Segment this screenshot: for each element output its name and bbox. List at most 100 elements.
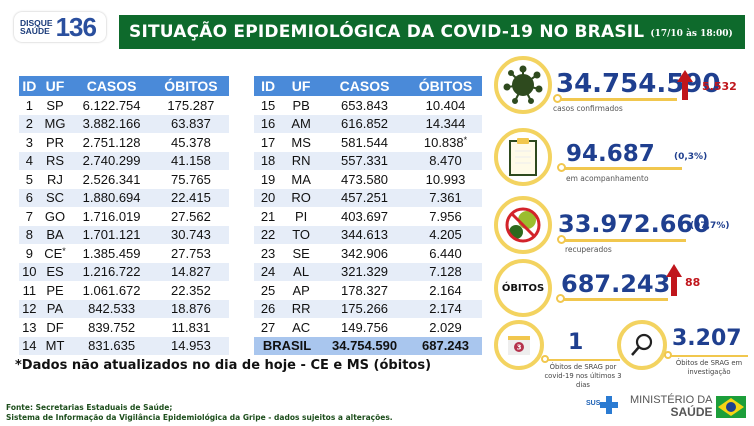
cell-uf-value: PI bbox=[294, 208, 308, 224]
cell-uf: PB bbox=[282, 96, 320, 115]
cell-casos-value: 557.331 bbox=[341, 153, 389, 169]
sus-text: SUS bbox=[586, 400, 601, 407]
line-dot bbox=[664, 351, 672, 359]
cell-uf: PE bbox=[40, 281, 71, 300]
cell-obitos: 63.837 bbox=[152, 114, 229, 133]
cell-id: 10 bbox=[19, 262, 40, 281]
cell-obitos: 10.838* bbox=[409, 133, 482, 152]
table-row: 24 AL 321.329 7.128 bbox=[254, 262, 482, 281]
cell-casos: 842.533 bbox=[70, 299, 153, 318]
deaths-value: 687.243 bbox=[561, 270, 671, 298]
cell-uf-value: RO bbox=[291, 190, 311, 206]
cell-uf-value: MA bbox=[291, 171, 311, 187]
line-dot bbox=[541, 355, 549, 363]
cell-uf-value: ES bbox=[46, 264, 64, 280]
ministry-line1: MINISTÉRIO DA bbox=[630, 394, 713, 406]
cell-uf: CE* bbox=[40, 244, 71, 263]
cell-obitos: 4.205 bbox=[409, 225, 482, 244]
table-row: 12 PA 842.533 18.876 bbox=[19, 299, 229, 318]
cell-casos: 557.331 bbox=[320, 151, 409, 170]
cell-obitos: 45.378 bbox=[153, 133, 229, 152]
cell-obitos-value: 175.287 bbox=[167, 97, 215, 113]
col-obitos: ÓBITOS bbox=[152, 76, 229, 96]
line-dot bbox=[557, 235, 566, 244]
cell-id-value: 5 bbox=[25, 171, 33, 187]
table-row: 25 AP 178.327 2.164 bbox=[254, 281, 482, 300]
cell-id-value: 27 bbox=[260, 319, 276, 335]
ministry-logo: MINISTÉRIO DA SAÚDE bbox=[630, 394, 713, 418]
cell-id: 6 bbox=[19, 188, 40, 207]
cell-id-value: 22 bbox=[260, 227, 276, 243]
col-id: ID bbox=[19, 76, 40, 96]
cell-id: 27 bbox=[254, 318, 282, 337]
cell-uf-value: RN bbox=[291, 153, 311, 169]
deaths-badge-circle: ÓBITOS bbox=[494, 259, 552, 317]
cell-casos: 2.740.299 bbox=[70, 151, 153, 170]
divider-line bbox=[557, 98, 677, 101]
cell-id-value: 14 bbox=[22, 338, 37, 354]
cell-uf: RN bbox=[282, 151, 321, 170]
divider-line bbox=[560, 298, 668, 301]
cell-casos: 457.251 bbox=[320, 188, 409, 207]
cell-obitos: 175.287 bbox=[153, 96, 229, 115]
cell-uf: SP bbox=[40, 96, 71, 115]
cell-casos: 178.327 bbox=[320, 281, 409, 300]
cell-uf-value: SP bbox=[46, 97, 64, 113]
cell-uf-value: SC bbox=[45, 190, 65, 206]
sus-logo: SUS bbox=[586, 400, 600, 407]
sus-cross-icon bbox=[600, 396, 618, 414]
table-row: 26 RR 175.266 2.174 bbox=[254, 299, 482, 318]
cell-id: 7 bbox=[19, 207, 40, 226]
table-row: 17 MS 581.544 10.838* bbox=[254, 133, 482, 152]
cell-id: 3 bbox=[19, 133, 40, 152]
cell-uf: MG bbox=[39, 114, 71, 133]
table-row: 7 GO 1.716.019 27.562 bbox=[19, 207, 229, 226]
cell-id-value: 3 bbox=[25, 134, 33, 150]
cell-uf: PR bbox=[40, 133, 71, 152]
total-row: BRASIL 34.754.590 687.243 bbox=[254, 336, 482, 355]
cell-id-value: 15 bbox=[260, 97, 276, 113]
cell-obitos-value: 14.953 bbox=[171, 338, 211, 354]
recovered-label: recuperados bbox=[565, 245, 612, 254]
cell-id-value: 6 bbox=[25, 190, 33, 206]
cell-uf-value: RJ bbox=[47, 171, 63, 187]
total-label: BRASIL bbox=[254, 336, 321, 355]
cell-casos-value: 839.752 bbox=[88, 319, 136, 335]
cell-casos: 1.061.672 bbox=[70, 281, 152, 300]
cell-id-value: 13 bbox=[22, 319, 37, 335]
cell-obitos-value: 27.753 bbox=[171, 245, 211, 261]
cell-uf: DF bbox=[40, 318, 71, 337]
cell-obitos: 8.470 bbox=[409, 151, 482, 170]
cell-casos-value: 149.756 bbox=[341, 319, 389, 335]
table-row: 5 RJ 2.526.341 75.765 bbox=[19, 170, 229, 189]
cell-uf: RS bbox=[39, 151, 71, 170]
table-row: 6 SC 1.880.694 22.415 bbox=[19, 188, 229, 207]
cell-obitos-value: 11.831 bbox=[171, 319, 211, 335]
cell-obitos: 7.956 bbox=[409, 207, 482, 226]
cell-casos-value: 2.740.299 bbox=[82, 153, 141, 169]
table-row: 10 ES 1.216.722 14.827 bbox=[19, 262, 229, 281]
cell-obitos-value: 41.158 bbox=[171, 153, 211, 169]
cell-casos-value: 1.880.694 bbox=[82, 190, 141, 206]
cell-casos: 581.544 bbox=[320, 133, 409, 152]
cell-uf-value: TO bbox=[292, 227, 311, 243]
cell-uf: RJ bbox=[40, 170, 71, 189]
cell-casos-value: 473.580 bbox=[341, 171, 389, 187]
page-title: SITUAÇÃO EPIDEMIOLÓGICA DA COVID-19 NO B… bbox=[129, 22, 645, 42]
cell-uf-value: DF bbox=[46, 319, 64, 335]
clipboard-icon-circle bbox=[494, 128, 552, 186]
col-uf: UF bbox=[282, 76, 321, 96]
cell-uf-value: AP bbox=[292, 282, 310, 298]
cell-id-value: 10 bbox=[22, 264, 37, 280]
cell-id-value: 11 bbox=[22, 282, 37, 298]
srag-investigation-label: Óbitos de SRAG em investigação bbox=[675, 359, 743, 376]
cell-obitos: 18.876 bbox=[152, 299, 229, 318]
cell-obitos-value: 7.128 bbox=[429, 264, 462, 280]
cell-obitos-value: 27.562 bbox=[171, 208, 211, 224]
table-row: 1 SP 6.122.754 175.287 bbox=[19, 96, 229, 115]
states-table-right: ID UF CASOS ÓBITOS 15 PB 653.843 10.404 16 AM… bbox=[254, 76, 482, 355]
cell-obitos-value: 18.876 bbox=[171, 301, 211, 317]
cell-obitos: 75.765 bbox=[153, 170, 229, 189]
table-row: 4 RS 2.740.299 41.158 bbox=[19, 151, 229, 170]
cell-uf: BA bbox=[39, 225, 71, 244]
